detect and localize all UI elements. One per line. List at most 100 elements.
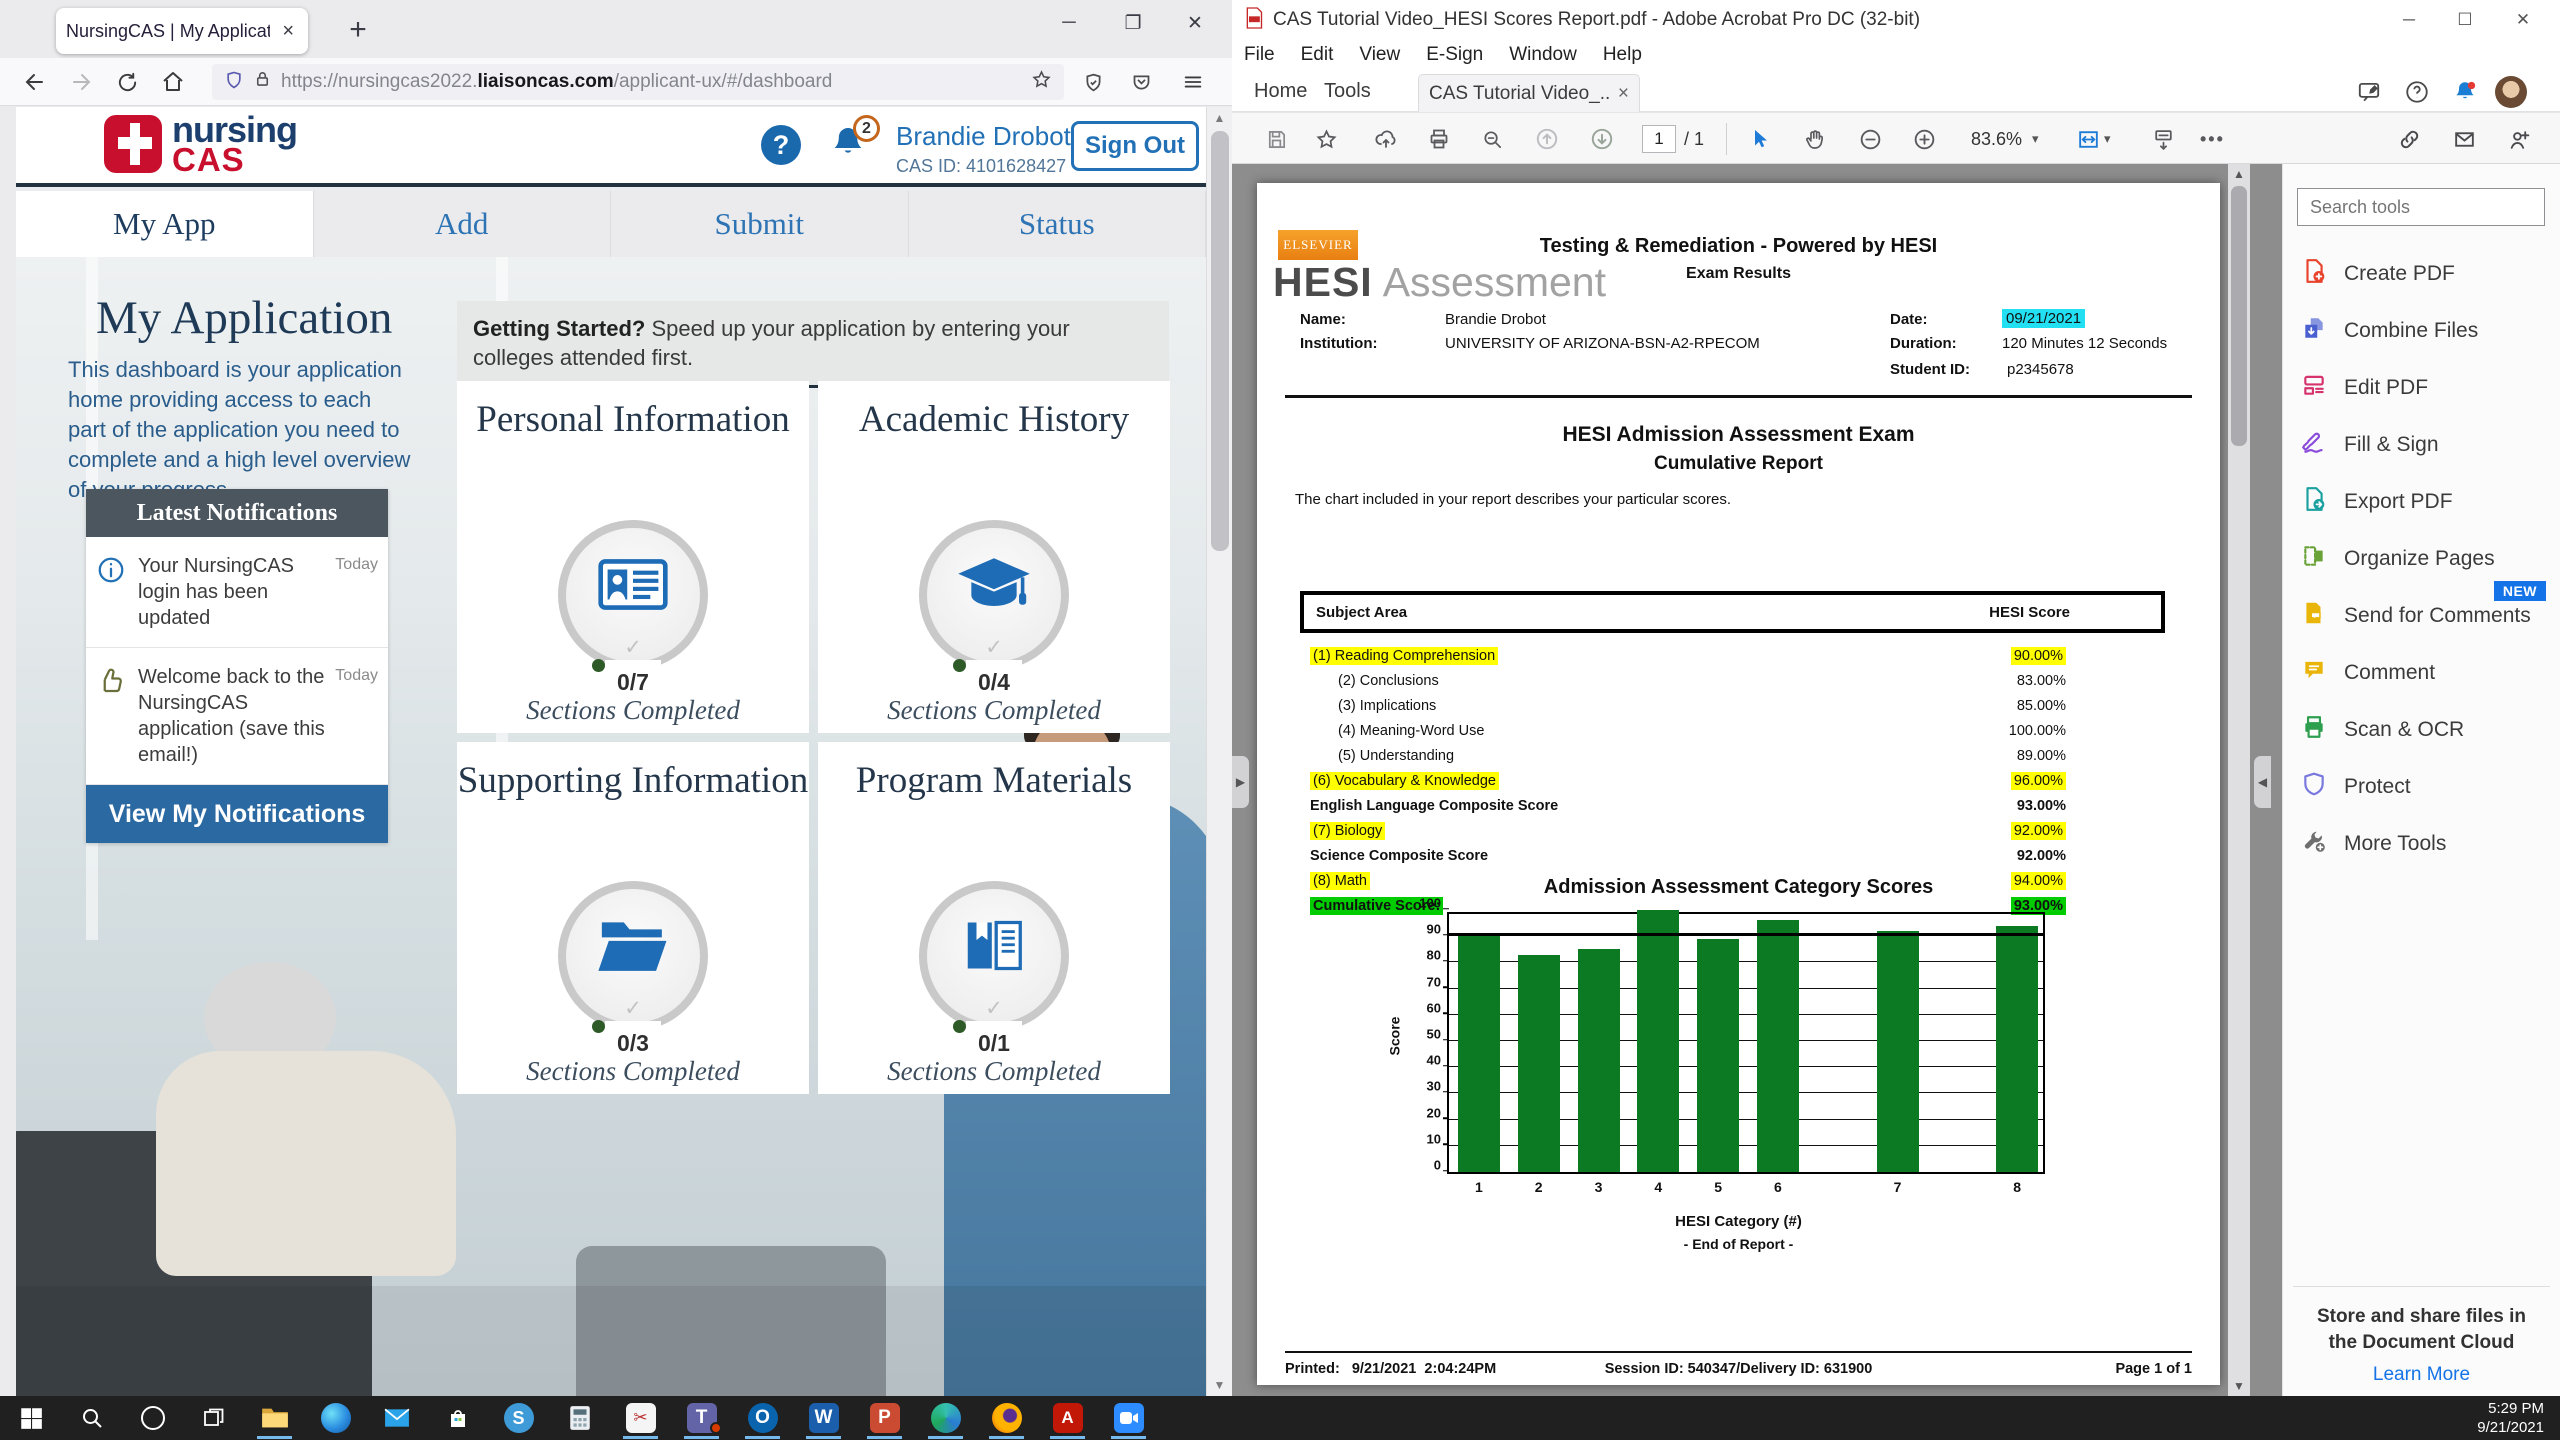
scrollbar-thumb[interactable]: [1211, 131, 1229, 551]
notification-item[interactable]: Your NursingCAS login has been updated To…: [86, 537, 388, 648]
forward-icon[interactable]: [64, 65, 98, 99]
bell-icon[interactable]: [2448, 75, 2482, 109]
menu-help[interactable]: Help: [1602, 44, 1642, 65]
select-tool-icon[interactable]: [1744, 123, 1776, 155]
menu-icon[interactable]: [1176, 65, 1210, 99]
save-icon[interactable]: [1260, 123, 1292, 155]
tools-pane-toggle[interactable]: ◀: [2254, 756, 2271, 808]
outlook-icon[interactable]: O: [732, 1396, 793, 1440]
page-number-input[interactable]: 1: [1642, 125, 1676, 153]
account-avatar[interactable]: [2494, 75, 2528, 109]
email-icon[interactable]: [2448, 123, 2480, 155]
edge-beta-icon[interactable]: [915, 1396, 976, 1440]
notifications-bell-icon[interactable]: 2: [828, 115, 880, 167]
doc-scrollbar-thumb[interactable]: [2231, 186, 2247, 446]
pocket-icon[interactable]: [1124, 65, 1158, 99]
zoom-dropdown-icon[interactable]: ▾: [2032, 131, 2039, 146]
menu-view[interactable]: View: [1359, 44, 1401, 65]
sign-out-button[interactable]: Sign Out: [1071, 121, 1199, 171]
cortana-button[interactable]: [122, 1396, 183, 1440]
site-tab-my-app[interactable]: My App: [16, 191, 314, 257]
tab-home[interactable]: Home: [1254, 79, 1308, 102]
bookmark-star-icon[interactable]: [1031, 69, 1052, 95]
tool-protect[interactable]: Protect: [2283, 759, 2560, 815]
left-pane-toggle[interactable]: ▶: [1232, 756, 1249, 808]
hand-tool-icon[interactable]: [1799, 123, 1831, 155]
site-tab-status[interactable]: Status: [909, 191, 1206, 257]
previous-page-icon[interactable]: [1531, 123, 1563, 155]
firefox-icon[interactable]: [976, 1396, 1037, 1440]
edge-icon[interactable]: [305, 1396, 366, 1440]
share-link-icon[interactable]: [2393, 123, 2425, 155]
browser-tab[interactable]: NursingCAS | My Application Dashb ×: [56, 8, 308, 54]
print-icon[interactable]: [1423, 123, 1455, 155]
doc-scroll-down-icon[interactable]: ▼: [2233, 1379, 2245, 1393]
tool-organize-pages[interactable]: Organize Pages: [2283, 531, 2560, 587]
site-tab-add[interactable]: Add: [314, 191, 611, 257]
browser-maximize-button[interactable]: ❐: [1124, 12, 1142, 34]
acrobat-minimize-button[interactable]: ─: [2402, 10, 2416, 29]
feedback-icon[interactable]: [2352, 75, 2386, 109]
menu-esign[interactable]: E-Sign: [1426, 44, 1484, 65]
document-tab[interactable]: CAS Tutorial Video_... ×: [1418, 74, 1640, 112]
share-cloud-icon[interactable]: [1370, 123, 1402, 155]
zoom-out-icon[interactable]: [1854, 123, 1886, 155]
card-program-materials[interactable]: Program Materials ✓ 0/1 Sections Completed: [818, 742, 1170, 1094]
word-icon[interactable]: W: [793, 1396, 854, 1440]
tool-edit-pdf[interactable]: Edit PDF: [2283, 360, 2560, 416]
share-people-icon[interactable]: [2503, 123, 2535, 155]
tracking-shield-icon[interactable]: [224, 70, 244, 95]
file-explorer-icon[interactable]: [244, 1396, 305, 1440]
new-tab-button[interactable]: +: [349, 13, 367, 46]
teams-icon[interactable]: T: [671, 1396, 732, 1440]
tool-send-for-comments[interactable]: Send for Comments NEW: [2283, 581, 2560, 644]
tool-export-pdf[interactable]: Export PDF: [2283, 474, 2560, 530]
extensions-shield-icon[interactable]: [1076, 65, 1110, 99]
tool-combine-files[interactable]: Combine Files: [2283, 303, 2560, 359]
tool-create-pdf[interactable]: Create PDF: [2283, 246, 2560, 302]
snipping-tool-icon[interactable]: ✂: [610, 1396, 671, 1440]
menu-file[interactable]: File: [1244, 44, 1275, 65]
tool-more-tools[interactable]: More Tools: [2283, 816, 2560, 872]
tab-tools[interactable]: Tools: [1324, 79, 1371, 102]
user-menu[interactable]: Brandie Drobot ⌄ CAS ID: 4101628427: [896, 121, 1092, 177]
search-button[interactable]: [61, 1396, 122, 1440]
lock-icon[interactable]: [253, 70, 272, 94]
notification-item[interactable]: Welcome back to the NursingCAS applicati…: [86, 648, 388, 785]
back-icon[interactable]: [18, 65, 52, 99]
document-tab-close-icon[interactable]: ×: [1617, 82, 1629, 104]
task-view-button[interactable]: [183, 1396, 244, 1440]
search-tools-input[interactable]: [2297, 188, 2545, 226]
help-circle-icon[interactable]: [2400, 75, 2434, 109]
browser-scrollbar[interactable]: ▲ ▼: [1206, 107, 1232, 1396]
learn-more-link[interactable]: Learn More: [2372, 1364, 2471, 1385]
home-icon[interactable]: [156, 65, 190, 99]
scroll-down-icon[interactable]: ▼: [1213, 1378, 1226, 1392]
zoom-in-icon[interactable]: [1908, 123, 1940, 155]
document-scrollbar[interactable]: ▲ ▼: [2228, 164, 2250, 1396]
taskbar-clock[interactable]: 5:29 PM 9/21/2021: [2477, 1399, 2544, 1437]
acrobat-maximize-button[interactable]: ☐: [2457, 10, 2473, 29]
reload-icon[interactable]: [110, 65, 144, 99]
zoom-icon[interactable]: [1098, 1396, 1159, 1440]
powerpoint-icon[interactable]: P: [854, 1396, 915, 1440]
star-icon[interactable]: [1310, 123, 1342, 155]
site-tab-submit[interactable]: Submit: [611, 191, 909, 257]
menu-edit[interactable]: Edit: [1300, 44, 1334, 65]
url-bar[interactable]: https://nursingcas2022.liaisoncas.com/ap…: [212, 64, 1064, 100]
fit-dropdown-icon[interactable]: ▾: [2104, 131, 2111, 146]
tab-close-icon[interactable]: ×: [282, 19, 294, 42]
touch-mode-icon[interactable]: [2147, 123, 2179, 155]
tool-fill-sign[interactable]: Fill & Sign: [2283, 417, 2560, 473]
menu-window[interactable]: Window: [1509, 44, 1577, 65]
zoom-level[interactable]: 83.6%: [1970, 129, 2022, 149]
acrobat-close-button[interactable]: ✕: [2515, 10, 2531, 29]
card-academic-history[interactable]: Academic History ✓ 0/4 Sections Completed: [818, 381, 1170, 733]
acrobat-icon[interactable]: A: [1037, 1396, 1098, 1440]
scroll-up-icon[interactable]: ▲: [1213, 111, 1226, 125]
start-button[interactable]: [0, 1396, 61, 1440]
tool-comment[interactable]: Comment: [2283, 645, 2560, 701]
view-notifications-button[interactable]: View My Notifications: [86, 785, 388, 843]
doc-scroll-up-icon[interactable]: ▲: [2233, 167, 2245, 181]
more-tools-ellipsis-icon[interactable]: •••: [2200, 129, 2225, 149]
